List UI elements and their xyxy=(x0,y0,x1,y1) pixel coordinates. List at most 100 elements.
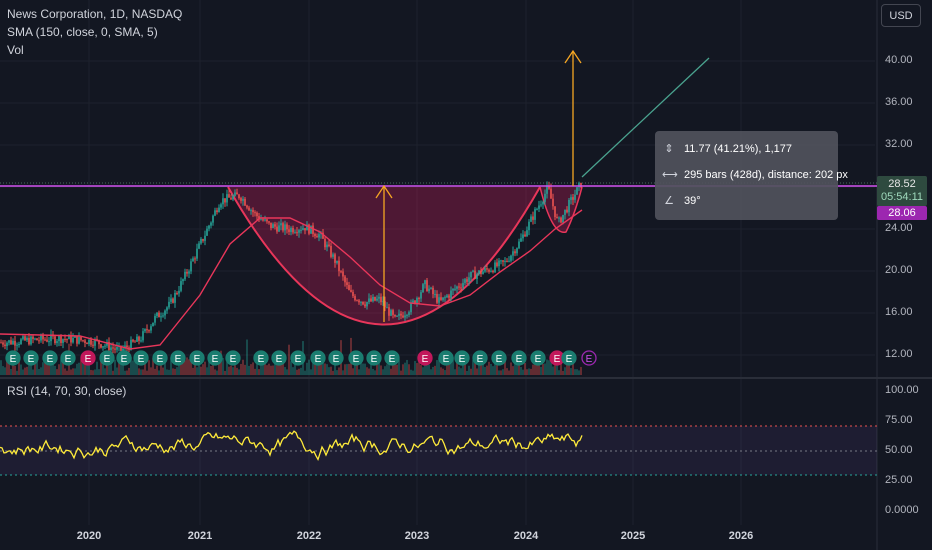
volume-bars xyxy=(0,337,582,375)
earnings-marker-circle xyxy=(271,350,287,366)
candle-body xyxy=(480,270,482,275)
price-candles xyxy=(0,181,582,356)
volume-bar xyxy=(430,369,432,375)
candle-body xyxy=(512,251,514,256)
candle-body xyxy=(530,216,532,222)
earnings-marker[interactable]: E xyxy=(310,350,326,366)
earnings-marker-circle xyxy=(511,350,527,366)
candle-body xyxy=(156,312,158,316)
volume-bar xyxy=(218,358,220,375)
volume-bar xyxy=(580,366,582,375)
candle-body xyxy=(342,271,344,277)
earnings-marker[interactable]: E xyxy=(133,350,149,366)
candle-body xyxy=(420,292,422,299)
earnings-marker[interactable]: E xyxy=(417,350,433,366)
volume-bar xyxy=(80,359,82,375)
earnings-marker[interactable]: E xyxy=(348,350,364,366)
candle-body xyxy=(264,219,266,221)
earnings-marker[interactable]: E xyxy=(152,350,168,366)
volume-bar xyxy=(434,365,436,375)
earnings-marker[interactable]: E xyxy=(253,350,269,366)
candle-body xyxy=(396,315,398,317)
earnings-marker[interactable]: E xyxy=(80,350,96,366)
earnings-marker-circle xyxy=(384,350,400,366)
earnings-marker[interactable]: E xyxy=(366,350,382,366)
volume-bar xyxy=(22,369,24,375)
candle-body xyxy=(288,229,290,232)
earnings-marker[interactable]: E xyxy=(328,350,344,366)
earnings-marker[interactable]: E xyxy=(225,350,241,366)
candle-body xyxy=(312,225,314,234)
volume-bar xyxy=(470,368,472,375)
candle-body xyxy=(56,341,58,344)
volume-bar xyxy=(532,364,534,375)
earnings-marker[interactable]: E xyxy=(384,350,400,366)
earnings-marker[interactable]: E xyxy=(549,350,565,366)
candle-body xyxy=(578,182,580,188)
currency-button[interactable]: USD xyxy=(881,4,921,27)
candle-body xyxy=(22,336,24,340)
candle-body xyxy=(136,336,138,342)
candle-body xyxy=(18,344,20,346)
price-axis-label: 32.00 xyxy=(885,138,913,150)
time-axis-label: 2021 xyxy=(187,530,213,542)
earnings-marker[interactable]: E xyxy=(530,350,546,366)
earnings-marker[interactable]: E xyxy=(472,350,488,366)
candle-body xyxy=(336,260,338,263)
volume-bar xyxy=(354,361,356,375)
earnings-marker[interactable]: E xyxy=(5,350,21,366)
earnings-marker[interactable]: E xyxy=(189,350,205,366)
volume-bar xyxy=(252,362,254,375)
earnings-marker[interactable]: E xyxy=(99,350,115,366)
volume-bar xyxy=(400,370,402,375)
candle-body xyxy=(298,230,300,233)
earnings-marker[interactable]: E xyxy=(290,350,306,366)
earnings-marker[interactable]: E xyxy=(561,350,577,366)
candle-body xyxy=(116,346,118,350)
volume-bar xyxy=(146,370,148,375)
volume-bar xyxy=(164,362,166,375)
volume-bar xyxy=(290,361,292,375)
volume-bar xyxy=(248,365,250,375)
candle-body xyxy=(456,286,458,289)
volume-bar xyxy=(272,365,274,375)
earnings-marker[interactable]: E xyxy=(170,350,186,366)
earnings-marker-circle xyxy=(472,350,488,366)
volume-bar xyxy=(282,363,284,375)
volume-bar xyxy=(530,368,532,375)
earnings-marker-label: E xyxy=(28,354,35,365)
earnings-marker[interactable]: E xyxy=(438,350,454,366)
volume-bar xyxy=(258,369,260,375)
volume-legend[interactable]: Vol xyxy=(7,43,24,57)
price-axis-label: 20.00 xyxy=(885,264,913,276)
pane-divider[interactable] xyxy=(0,377,932,379)
candle-body xyxy=(272,224,274,229)
earnings-marker[interactable]: E xyxy=(491,350,507,366)
volume-bar xyxy=(472,360,474,375)
candle-body xyxy=(126,345,128,348)
symbol-title[interactable]: News Corporation, 1D, NASDAQ xyxy=(7,7,183,21)
earnings-marker[interactable]: E xyxy=(116,350,132,366)
earnings-marker[interactable]: E xyxy=(207,350,223,366)
earnings-marker[interactable]: E xyxy=(511,350,527,366)
earnings-marker[interactable]: E xyxy=(454,350,470,366)
candle-body xyxy=(210,222,212,226)
earnings-marker[interactable]: E xyxy=(42,350,58,366)
earnings-marker[interactable]: E xyxy=(271,350,287,366)
candle-body xyxy=(326,244,328,248)
earnings-marker[interactable]: E xyxy=(581,350,597,366)
candle-body xyxy=(294,232,296,234)
earnings-marker[interactable]: E xyxy=(23,350,39,366)
rsi-legend[interactable]: RSI (14, 70, 30, close) xyxy=(7,384,127,398)
volume-bar xyxy=(274,357,276,375)
volume-bar xyxy=(168,369,170,375)
candle-body xyxy=(354,296,356,301)
candle-body xyxy=(368,298,370,302)
earnings-marker-label: E xyxy=(554,354,561,365)
candle-body xyxy=(84,340,86,343)
volume-bar xyxy=(544,363,546,375)
candle-body xyxy=(318,234,320,238)
sma-legend[interactable]: SMA (150, close, 0, SMA, 5) xyxy=(7,25,158,39)
earnings-marker[interactable]: E xyxy=(60,350,76,366)
